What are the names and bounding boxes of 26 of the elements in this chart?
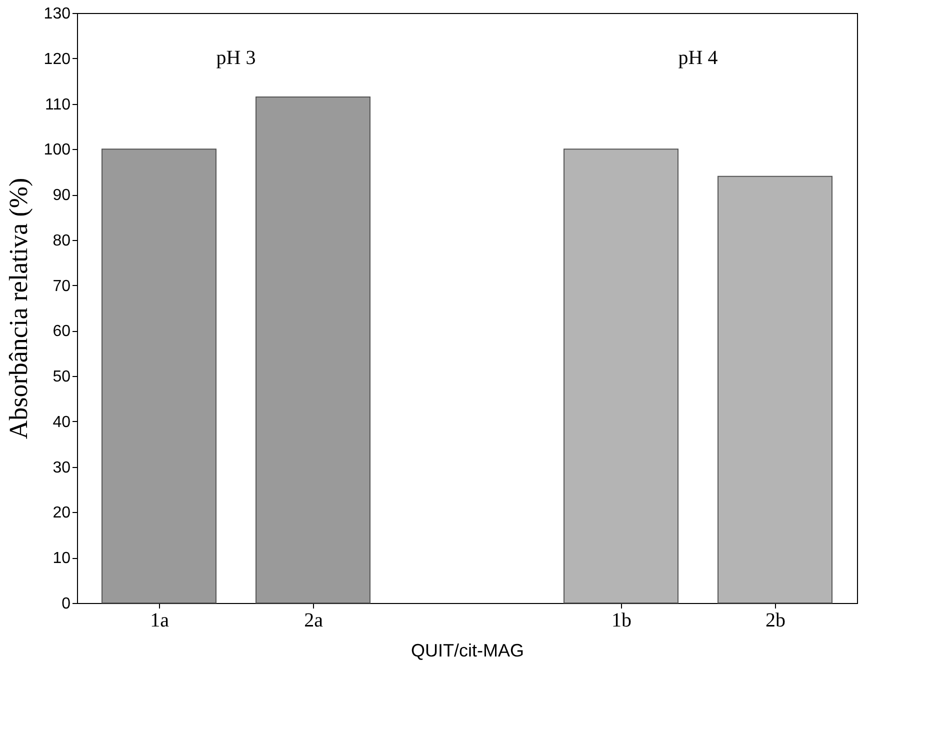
y-tick-label: 40 (52, 414, 71, 431)
y-tick-label: 20 (52, 504, 71, 522)
x-tick-label: 1a (150, 610, 170, 632)
y-tick-label: 90 (52, 187, 71, 204)
y-tick-label: 100 (44, 142, 71, 159)
bar (102, 148, 216, 604)
bar (564, 148, 678, 604)
y-tick-label: 130 (44, 6, 71, 22)
x-tick-label: 2a (304, 610, 324, 632)
y-tick-label: 0 (62, 596, 71, 612)
bar (256, 96, 370, 604)
y-tick-label: 80 (52, 232, 71, 250)
x-tick-label: 2b (766, 610, 786, 632)
y-tick-label: 60 (52, 323, 71, 340)
y-tick-label: 110 (44, 96, 71, 114)
y-tick-label: 70 (52, 278, 71, 295)
x-tick-label: 1b (612, 610, 632, 632)
bar (718, 176, 832, 604)
y-tick-label: 10 (52, 550, 71, 568)
annotation: pH 4 (678, 47, 718, 69)
y-tick-label: 120 (44, 50, 71, 68)
y-axis-title: Absorbância relativa (%) (4, 178, 33, 440)
y-tick-label: 50 (52, 368, 71, 386)
annotation: pH 3 (216, 47, 256, 69)
x-axis-title: QUIT/cit-MAG (411, 640, 524, 660)
y-tick-label: 30 (52, 459, 71, 476)
